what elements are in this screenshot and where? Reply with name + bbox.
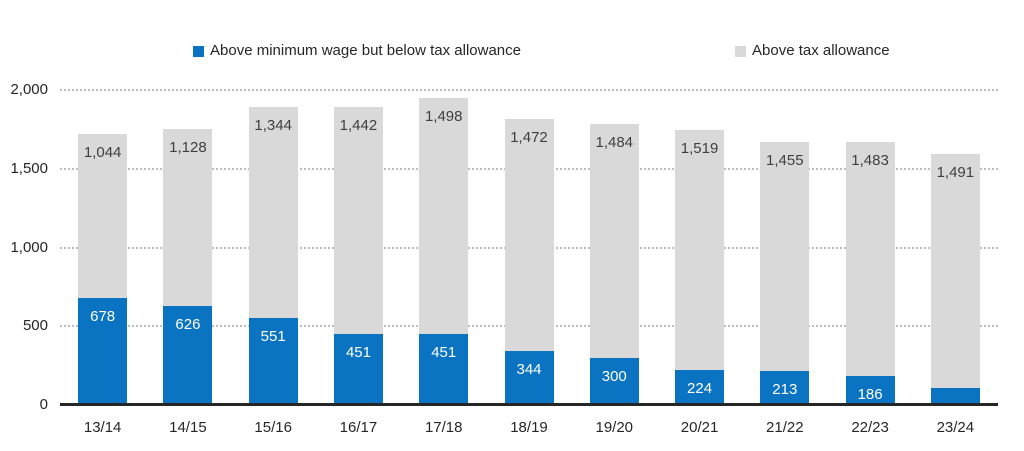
x-axis-label-21/22: 21/22 [766, 419, 804, 436]
x-axis-label-14/15: 14/15 [169, 419, 207, 436]
data-label-21/22: 1,455 [766, 152, 804, 170]
x-axis-label-17/18: 17/18 [424, 419, 463, 436]
y-axis-label-2000: 2,000 [10, 81, 48, 98]
bar-segment-blue-14/15 [163, 306, 213, 405]
x-axis-label-23/24: 23/24 [936, 419, 975, 436]
bar-segment-blue-16/17 [333, 333, 383, 405]
data-label-22/23: 186 [857, 385, 883, 403]
data-label-14/15: 626 [175, 316, 201, 334]
y-axis-label-1500: 1,500 [10, 159, 48, 177]
x-axis-line [60, 403, 998, 406]
bar-segment-blue-19/20 [589, 357, 639, 405]
data-label-16/17: 451 [345, 343, 371, 361]
legend-swatch-blue [193, 45, 204, 57]
gridline-2000 [60, 89, 998, 91]
x-axis-label-22/23: 22/23 [851, 419, 889, 436]
data-label-15/16: 1,344 [254, 116, 292, 134]
data-label-20/21: 224 [687, 379, 713, 397]
bar-segment-blue-20/21 [675, 369, 725, 405]
bar-segment-blue-13/14 [78, 298, 128, 405]
data-label-20/21: 1,519 [680, 140, 719, 158]
bar-segment-gray-19/20 [589, 124, 639, 358]
bar-segment-blue-17/18 [419, 333, 469, 405]
bar-segment-gray-17/18 [419, 98, 469, 334]
data-label-23/24: 1,491 [936, 163, 975, 181]
bar-segment-blue-21/22 [760, 371, 810, 405]
y-axis-label-0: 0 [39, 396, 48, 413]
bar-segment-gray-13/14 [78, 133, 128, 299]
bar-segment-gray-20/21 [675, 130, 725, 370]
data-label-19/20: 1,484 [595, 134, 634, 152]
chart-legend: Above minimum wage but below tax allowan… [0, 43, 1024, 61]
data-label-17/18: 451 [431, 343, 457, 361]
bar-segment-gray-18/19 [504, 118, 554, 351]
data-label-21/22: 213 [772, 381, 798, 399]
data-label-18/19: 1,472 [510, 128, 548, 146]
bar-segment-gray-23/24 [930, 153, 980, 389]
legend-item-above-tax-allowance: Above tax allowance [735, 43, 890, 59]
bar-segment-gray-15/16 [248, 106, 298, 319]
legend-swatch-gray [735, 45, 746, 57]
bar-segment-blue-18/19 [504, 350, 554, 405]
data-label-17/18: 1,498 [424, 108, 463, 126]
data-label-22/23: 1,483 [851, 152, 889, 170]
data-label-16/17: 1,442 [339, 116, 378, 134]
bar-segment-blue-22/23 [845, 375, 895, 405]
bar-segment-blue-15/16 [248, 318, 298, 405]
bar-segment-gray-21/22 [760, 142, 810, 372]
y-axis-label-500: 500 [22, 317, 48, 335]
y-axis-label-1000: 1,000 [10, 238, 48, 256]
data-label-18/19: 344 [516, 360, 542, 378]
data-label-13/14: 678 [90, 308, 116, 326]
data-label-19/20: 300 [601, 367, 627, 385]
legend-label-below-tax-allowance: Above minimum wage but below tax allowan… [210, 42, 521, 59]
x-axis-label-19/20: 19/20 [595, 419, 634, 436]
x-axis-label-18/19: 18/19 [510, 419, 548, 436]
data-label-15/16: 551 [260, 328, 286, 346]
bar-segment-blue-23/24 [930, 388, 980, 405]
data-label-14/15: 1,128 [169, 138, 207, 156]
x-axis-label-15/16: 15/16 [254, 419, 292, 436]
legend-label-above-tax-allowance: Above tax allowance [752, 42, 890, 59]
bar-segment-gray-22/23 [845, 142, 895, 376]
legend-item-below-tax-allowance: Above minimum wage but below tax allowan… [193, 43, 521, 59]
x-axis-label-20/21: 20/21 [680, 419, 719, 436]
data-label-13/14: 1,044 [83, 143, 122, 161]
x-axis-label-13/14: 13/14 [83, 419, 122, 436]
bar-segment-gray-14/15 [163, 128, 213, 307]
x-axis-label-16/17: 16/17 [339, 419, 378, 436]
bar-segment-gray-16/17 [333, 106, 383, 334]
